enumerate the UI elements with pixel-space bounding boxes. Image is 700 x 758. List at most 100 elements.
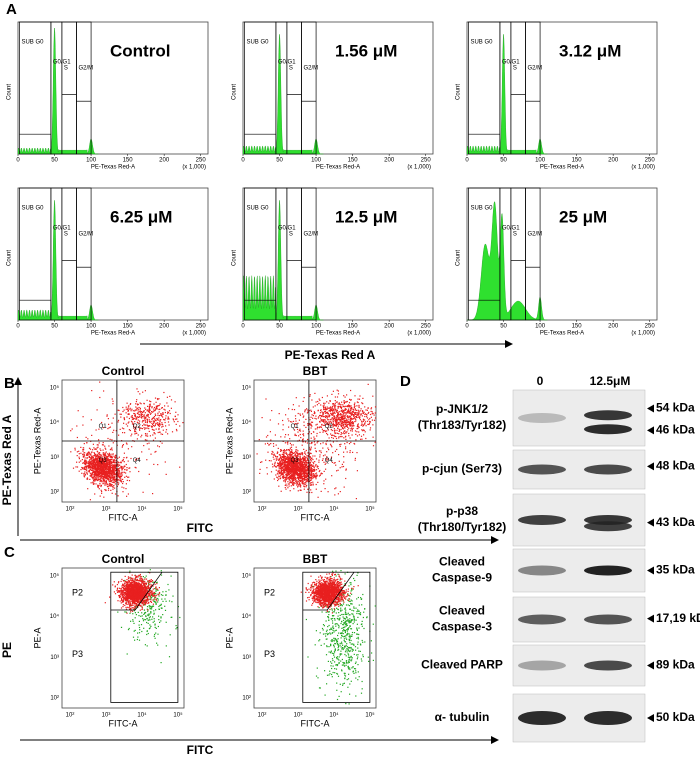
dot <box>296 469 298 471</box>
dot <box>292 476 294 478</box>
dot <box>350 428 352 430</box>
dot <box>348 422 350 424</box>
dot <box>290 455 292 457</box>
dot <box>315 450 317 452</box>
dot <box>133 425 135 427</box>
dot <box>85 454 88 456</box>
dot <box>307 479 309 481</box>
dot <box>117 473 119 475</box>
dot <box>298 439 300 441</box>
dot <box>305 467 307 469</box>
dot <box>88 467 90 469</box>
dot <box>285 470 287 472</box>
dot <box>134 415 136 417</box>
dot <box>303 486 306 488</box>
dot <box>344 416 346 418</box>
dot <box>168 424 170 426</box>
dot <box>363 419 365 421</box>
dot <box>371 419 373 421</box>
dot <box>137 404 139 406</box>
dot <box>90 461 92 463</box>
dot <box>114 481 117 483</box>
dot <box>291 480 293 482</box>
dot <box>88 465 90 467</box>
dot <box>146 424 148 426</box>
dot <box>121 471 123 473</box>
dot <box>332 418 334 420</box>
dot <box>299 454 301 456</box>
dot <box>285 488 287 490</box>
dot <box>330 444 332 446</box>
dot <box>93 462 95 464</box>
dot <box>145 435 147 437</box>
dot <box>302 416 304 418</box>
dot <box>93 459 95 461</box>
y-tick-label: 10⁵ <box>242 385 252 392</box>
dot <box>115 473 117 475</box>
dot <box>342 406 344 408</box>
x-tick-label: 200 <box>159 158 170 164</box>
dot <box>96 473 98 476</box>
dot <box>97 472 99 474</box>
dot <box>365 437 367 440</box>
dot <box>367 412 369 414</box>
dot <box>123 418 125 420</box>
dot <box>287 434 289 436</box>
dot <box>351 425 353 427</box>
x-tick-label: 200 <box>159 324 170 330</box>
dot <box>290 472 292 474</box>
dot <box>182 422 184 424</box>
dot <box>344 414 346 416</box>
dot <box>159 403 161 405</box>
dot <box>358 431 360 433</box>
dot <box>330 408 333 410</box>
dot <box>355 416 357 418</box>
dot <box>74 447 76 449</box>
dot <box>315 458 318 460</box>
dot <box>162 424 164 426</box>
dot <box>335 418 338 420</box>
dot <box>114 477 116 479</box>
dot <box>90 453 92 455</box>
dot <box>117 475 119 477</box>
dot <box>317 410 319 412</box>
quadrant-label: Q3 <box>99 458 108 464</box>
dot <box>288 477 290 479</box>
dot <box>170 399 173 401</box>
dot <box>282 467 284 469</box>
dot <box>139 411 141 413</box>
dot <box>103 471 105 473</box>
dot <box>123 422 125 424</box>
dot <box>284 460 286 462</box>
y-label: Count <box>456 250 462 266</box>
dot <box>175 625 177 627</box>
y-label: PE-Texas Red-A <box>224 408 234 475</box>
dot <box>105 481 107 483</box>
dot <box>279 461 281 463</box>
gate <box>76 187 92 321</box>
x-tick-label: 100 <box>86 158 97 164</box>
dot <box>148 409 150 411</box>
dot <box>110 464 112 466</box>
dot <box>349 424 351 426</box>
dot <box>111 484 113 486</box>
dot <box>299 453 301 455</box>
dot <box>121 460 123 462</box>
dot <box>314 461 316 463</box>
dot <box>82 455 84 457</box>
gate-label: SUB G0 <box>246 206 269 212</box>
dot <box>147 619 149 621</box>
dot <box>89 461 91 463</box>
dot <box>358 411 360 413</box>
dot <box>355 416 357 418</box>
dot <box>296 480 298 482</box>
dot <box>354 395 356 397</box>
dot <box>363 429 365 431</box>
dot <box>344 430 346 432</box>
dot <box>361 438 363 440</box>
dot <box>127 493 129 495</box>
dot <box>315 451 317 453</box>
dot <box>344 427 346 429</box>
dot <box>153 432 155 434</box>
x-scale: (x 1,000) <box>631 331 655 337</box>
